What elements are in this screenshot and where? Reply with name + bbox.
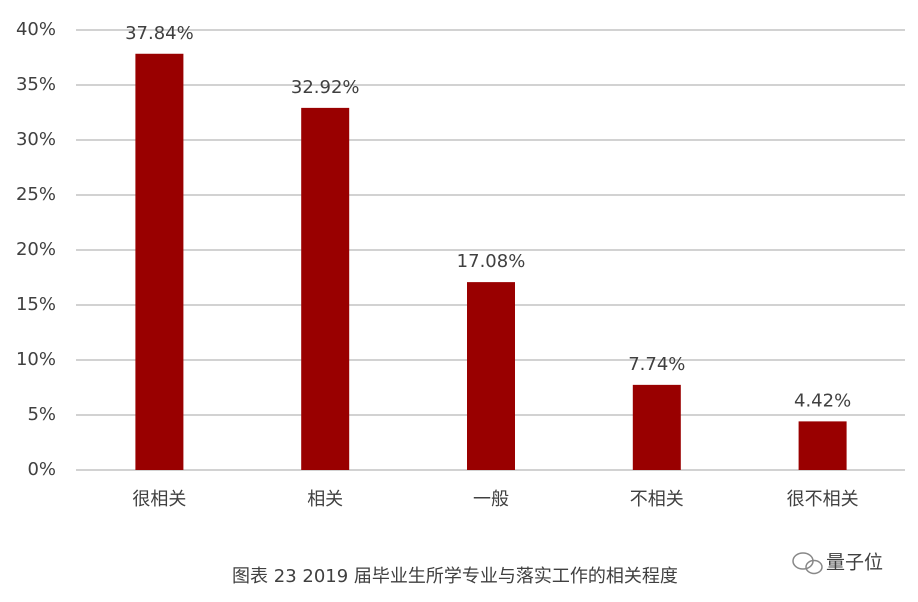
bar	[467, 282, 515, 470]
x-tick-label: 很不相关	[787, 489, 859, 510]
chart-title: 图表 23 2019 届毕业生所学专业与落实工作的相关程度	[232, 566, 678, 587]
watermark: 量子位	[826, 552, 883, 574]
data-label: 4.42%	[794, 390, 851, 411]
x-tick-label: 不相关	[630, 489, 684, 510]
y-tick-label: 10%	[16, 349, 56, 370]
bar	[301, 107, 350, 470]
y-tick-label: 30%	[16, 129, 56, 150]
bar	[135, 53, 184, 470]
data-label: 37.84%	[125, 23, 194, 44]
y-tick-label: 25%	[16, 184, 56, 205]
data-label: 17.08%	[457, 251, 526, 272]
bar	[798, 421, 847, 470]
x-tick-label: 一般	[473, 489, 509, 510]
x-tick-label: 很相关	[132, 489, 186, 510]
data-label: 7.74%	[628, 354, 685, 375]
y-tick-label: 15%	[16, 294, 56, 315]
watermark-icon	[792, 552, 823, 575]
data-label: 32.92%	[291, 77, 360, 98]
y-tick-label: 20%	[16, 239, 56, 260]
y-tick-label: 40%	[16, 19, 56, 40]
y-tick-label: 35%	[16, 74, 56, 95]
y-tick-label: 0%	[27, 459, 56, 480]
bar	[632, 384, 681, 470]
y-tick-label: 5%	[27, 404, 56, 425]
x-tick-label: 相关	[307, 489, 343, 510]
